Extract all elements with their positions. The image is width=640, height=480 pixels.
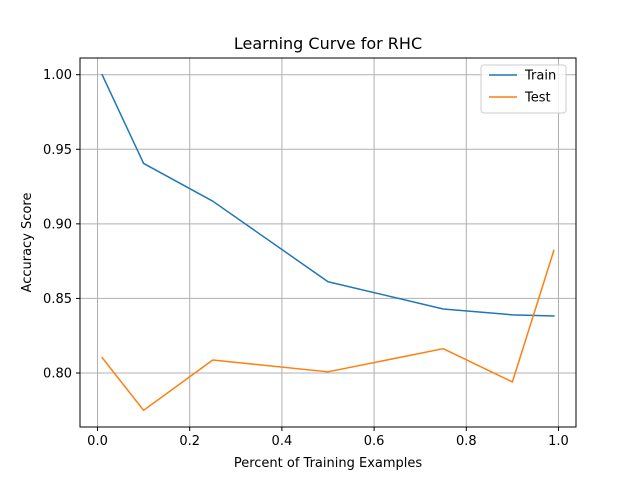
legend-label-test: Test [524,91,551,106]
legend: Train Test [480,64,567,114]
plot-frame [79,57,577,428]
x-tick-label: 0.4 [272,434,293,449]
x-tick-label: 0.8 [456,434,477,449]
y-tick-label: 0.85 [43,292,72,307]
chart-title: Learning Curve for RHC [234,34,422,53]
x-axis-label: Percent of Training Examples [234,456,423,471]
x-tick-label: 0.6 [364,434,385,449]
y-axis-label: Accuracy Score [20,193,35,293]
legend-box [480,64,567,114]
x-tick-label: 0.2 [179,434,200,449]
y-tick-label: 0.90 [43,217,72,232]
y-tick-label: 0.95 [43,143,72,158]
series-layer [101,73,555,412]
x-tick-label: 0.0 [87,434,108,449]
legend-label-train: Train [524,69,556,84]
y-tick-label: 0.80 [43,367,72,382]
ticks-layer: 0.0 0.2 0.4 0.6 0.8 1.0 0.80 0.85 0.90 0.95 1.00 [43,68,569,449]
y-tick-label: 1.00 [43,68,72,83]
x-tick-label: 1.0 [548,434,569,449]
